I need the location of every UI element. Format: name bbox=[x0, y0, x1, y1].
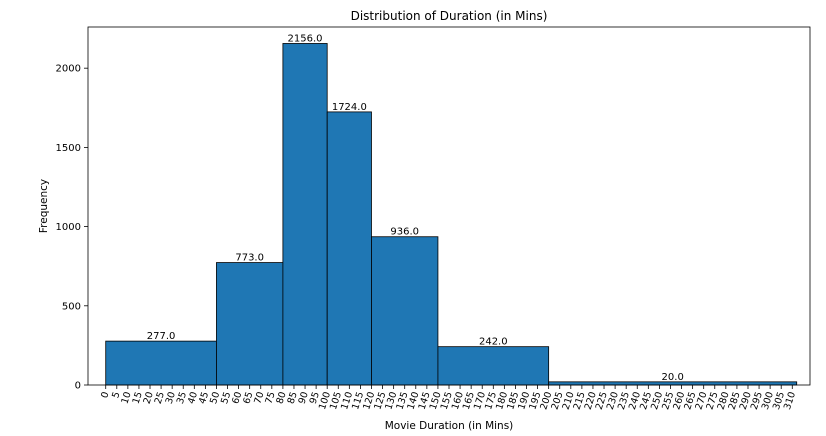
x-tick-label: 70 bbox=[252, 391, 266, 406]
x-tick-label: 90 bbox=[297, 391, 311, 406]
x-tick-label: 250 bbox=[649, 391, 665, 412]
x-tick-label: 160 bbox=[450, 391, 466, 412]
x-tick-label: 225 bbox=[594, 391, 610, 412]
x-tick-label: 110 bbox=[339, 391, 355, 412]
histogram-bar bbox=[105, 340, 217, 386]
y-tick-label: 1000 bbox=[56, 222, 81, 233]
x-tick-label: 270 bbox=[693, 391, 709, 412]
x-tick-label: 125 bbox=[372, 391, 388, 412]
x-tick-label: 105 bbox=[328, 391, 344, 412]
x-tick-label: 300 bbox=[760, 391, 776, 412]
histogram-bar bbox=[371, 236, 439, 386]
x-tick-label: 50 bbox=[208, 391, 222, 406]
x-tick-label: 285 bbox=[727, 391, 743, 412]
x-tick-label: 200 bbox=[538, 391, 554, 412]
x-tick-label: 100 bbox=[317, 391, 333, 412]
x-tick-label: 290 bbox=[738, 391, 754, 412]
x-tick-label: 165 bbox=[461, 391, 477, 412]
histogram-bar bbox=[437, 346, 550, 386]
x-tick-label: 180 bbox=[494, 391, 510, 412]
x-tick-label: 115 bbox=[350, 391, 366, 412]
x-tick-label: 245 bbox=[638, 391, 654, 412]
x-tick-label: 15 bbox=[131, 391, 145, 406]
x-tick-label: 185 bbox=[505, 391, 521, 412]
x-tick-label: 255 bbox=[660, 391, 676, 412]
plot-frame bbox=[87, 26, 811, 386]
bar-value-label: 773.0 bbox=[235, 253, 264, 264]
x-tick-label: 195 bbox=[527, 391, 543, 412]
x-tick-label: 5 bbox=[110, 391, 122, 400]
x-tick-label: 0 bbox=[99, 391, 111, 400]
x-tick-label: 265 bbox=[682, 391, 698, 412]
y-tick-label: 2000 bbox=[56, 64, 81, 75]
x-axis-label: Movie Duration (in Mins) bbox=[385, 420, 514, 432]
x-tick-label: 45 bbox=[197, 391, 211, 406]
x-tick-label: 190 bbox=[516, 391, 532, 412]
x-tick-label: 310 bbox=[782, 391, 798, 412]
histogram-bar bbox=[326, 111, 372, 386]
bar-value-label: 1724.0 bbox=[332, 102, 367, 113]
x-tick-label: 65 bbox=[241, 391, 255, 406]
x-tick-label: 75 bbox=[263, 391, 277, 406]
x-tick-label: 55 bbox=[219, 391, 233, 406]
x-tick-label: 25 bbox=[153, 391, 167, 406]
bars-group bbox=[105, 43, 798, 386]
x-tick-label: 295 bbox=[749, 391, 765, 412]
x-tick-label: 10 bbox=[120, 391, 134, 406]
y-axis: 0 500 1000 1500 2000 bbox=[56, 64, 88, 392]
x-tick-label: 280 bbox=[716, 391, 732, 412]
x-tick-label: 275 bbox=[705, 391, 721, 412]
x-tick-label: 140 bbox=[406, 391, 422, 412]
y-tick-label: 500 bbox=[62, 301, 81, 312]
x-tick-label: 170 bbox=[472, 391, 488, 412]
bar-value-label: 936.0 bbox=[390, 227, 419, 238]
bar-value-label: 242.0 bbox=[479, 337, 508, 348]
data-labels-group: 277.0 773.0 2156.0 1724.0 936.0 242.0 20.0 bbox=[147, 33, 684, 382]
bar-value-label: 2156.0 bbox=[288, 33, 323, 44]
histogram-bar bbox=[216, 262, 284, 386]
x-tick-label: 210 bbox=[561, 391, 577, 412]
x-tick-label: 135 bbox=[394, 391, 410, 412]
chart-title: Distribution of Duration (in Mins) bbox=[351, 9, 548, 23]
x-tick-label: 80 bbox=[275, 391, 289, 406]
x-tick-label: 230 bbox=[605, 391, 621, 412]
x-tick-label: 145 bbox=[417, 391, 433, 412]
y-axis-label: Frequency bbox=[38, 179, 50, 233]
x-tick-label: 60 bbox=[230, 391, 244, 406]
x-axis: 0510152025303540455055606570758085909510… bbox=[99, 385, 798, 411]
bar-value-label: 277.0 bbox=[147, 331, 176, 342]
x-tick-label: 35 bbox=[175, 391, 189, 406]
x-tick-label: 215 bbox=[572, 391, 588, 412]
y-tick-label: 1500 bbox=[56, 143, 81, 154]
x-tick-label: 260 bbox=[671, 391, 687, 412]
x-tick-label: 305 bbox=[771, 391, 787, 412]
x-tick-label: 235 bbox=[616, 391, 632, 412]
bar-value-label: 20.0 bbox=[662, 372, 684, 383]
x-tick-label: 220 bbox=[583, 391, 599, 412]
x-tick-label: 120 bbox=[361, 391, 377, 412]
x-tick-label: 155 bbox=[439, 391, 455, 412]
x-tick-label: 150 bbox=[428, 391, 444, 412]
x-tick-label: 30 bbox=[164, 391, 178, 406]
x-tick-label: 240 bbox=[627, 391, 643, 412]
x-tick-label: 40 bbox=[186, 391, 200, 406]
x-tick-label: 205 bbox=[550, 391, 566, 412]
histogram-bar bbox=[282, 43, 328, 386]
x-tick-label: 20 bbox=[142, 391, 156, 406]
x-tick-label: 85 bbox=[286, 391, 300, 406]
x-tick-label: 95 bbox=[308, 391, 322, 406]
y-tick-label: 0 bbox=[75, 381, 81, 392]
x-tick-label: 130 bbox=[383, 391, 399, 412]
x-tick-label: 175 bbox=[483, 391, 499, 412]
